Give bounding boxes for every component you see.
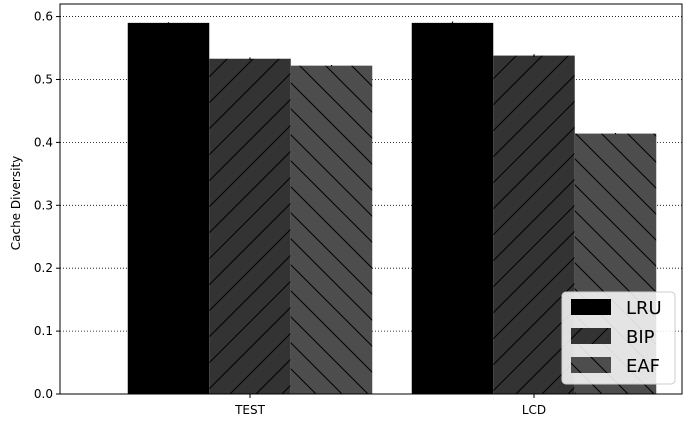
error-bars [167, 21, 617, 135]
y-axis-label: Cache Diversity [9, 156, 23, 251]
legend-swatch-bip [571, 328, 611, 344]
x-axis: TEST LCD [234, 394, 546, 417]
bar-eaf-test [290, 65, 373, 394]
y-tick-label: 0.3 [34, 198, 53, 212]
y-tick-label: 0.2 [34, 261, 53, 275]
bars [127, 22, 657, 395]
legend: LRU BIP EAF [561, 291, 676, 385]
bar-bip-test [209, 58, 291, 395]
y-tick-label: 0.6 [34, 10, 53, 24]
bar-lru-test [127, 22, 210, 394]
legend-label-bip: BIP [626, 327, 655, 348]
plot-frame [59, 3, 683, 395]
y-tick-label: 0.4 [34, 135, 53, 149]
legend-swatch-eaf [571, 357, 611, 373]
x-tick-label-lcd: LCD [522, 403, 546, 417]
y-axis: 0.0 0.1 0.2 0.3 0.4 0.5 0.6 [34, 10, 60, 401]
legend-label-lru: LRU [626, 298, 662, 319]
bar-lru-lcd [411, 22, 494, 394]
y-tick-label: 0.5 [34, 72, 53, 86]
y-tick-label: 0.0 [34, 387, 53, 401]
x-tick-label-test: TEST [234, 403, 266, 417]
bar-bip-lcd [493, 55, 575, 394]
legend-label-eaf: EAF [626, 356, 660, 377]
y-tick-label: 0.1 [34, 324, 53, 338]
legend-swatch-lru [571, 299, 611, 315]
